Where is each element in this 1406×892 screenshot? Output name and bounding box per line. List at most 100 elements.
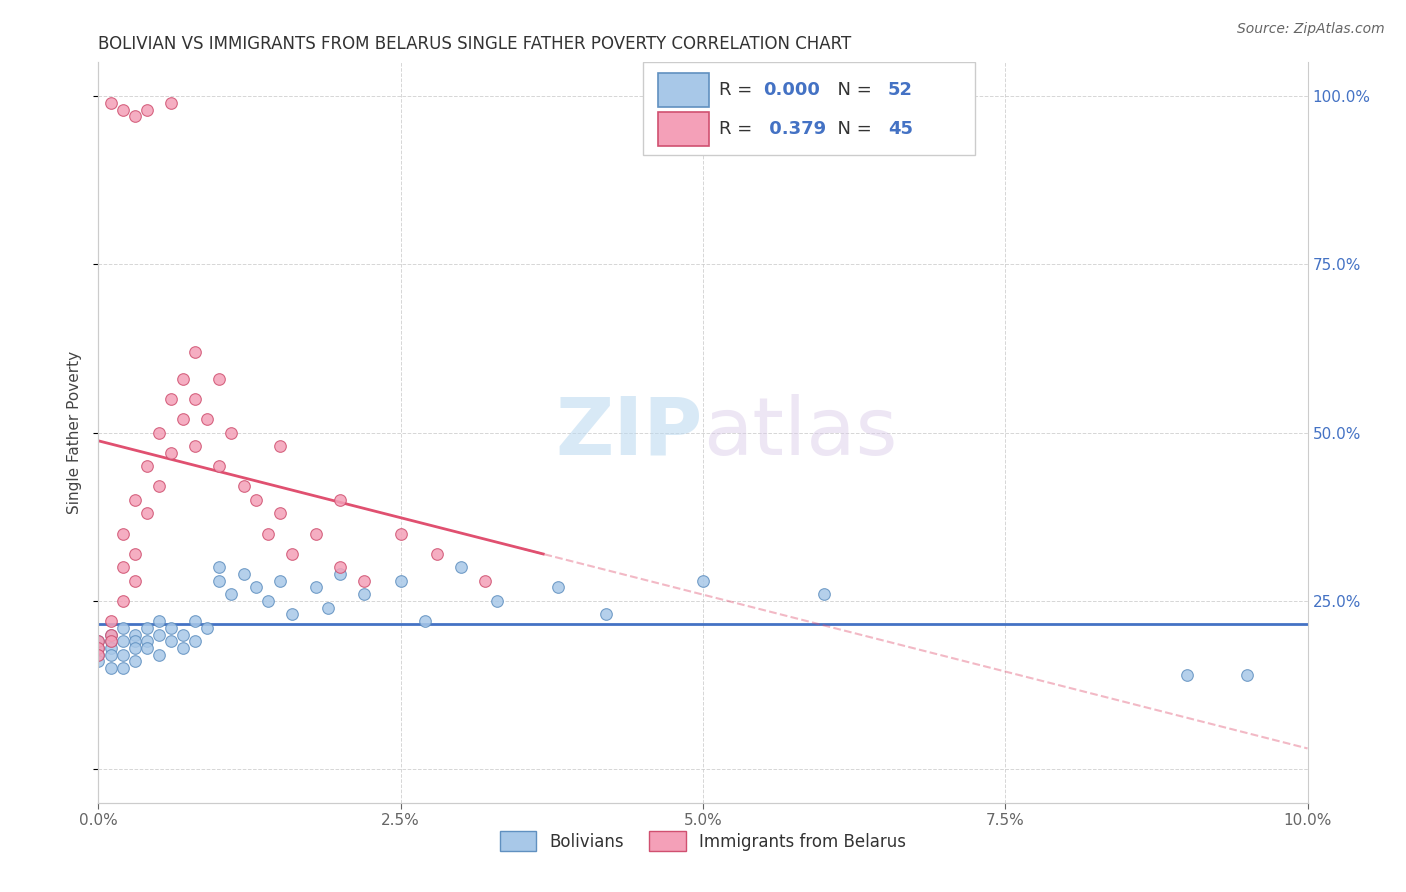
- Point: [486, 594, 509, 608]
- Text: 0.379: 0.379: [763, 120, 827, 138]
- Text: N =: N =: [827, 81, 877, 99]
- Point: [111, 621, 134, 635]
- Point: [208, 459, 231, 474]
- Point: [329, 566, 352, 581]
- Point: [87, 640, 110, 655]
- Point: [208, 560, 231, 574]
- Point: [1236, 668, 1258, 682]
- Point: [100, 614, 122, 628]
- Point: [413, 614, 436, 628]
- Point: [100, 648, 122, 662]
- Point: [426, 547, 449, 561]
- Point: [160, 95, 183, 110]
- Text: atlas: atlas: [703, 393, 897, 472]
- Point: [232, 566, 254, 581]
- Point: [111, 526, 134, 541]
- Point: [100, 627, 122, 641]
- Point: [148, 614, 170, 628]
- Point: [316, 600, 339, 615]
- Point: [135, 640, 157, 655]
- Point: [87, 648, 110, 662]
- Point: [100, 634, 122, 648]
- Point: [474, 574, 496, 588]
- Point: [124, 492, 146, 507]
- Point: [135, 103, 157, 117]
- Point: [111, 634, 134, 648]
- Text: R =: R =: [718, 120, 758, 138]
- Point: [87, 640, 110, 655]
- Point: [100, 627, 122, 641]
- Point: [245, 581, 267, 595]
- Point: [100, 661, 122, 675]
- Text: 0.000: 0.000: [763, 81, 820, 99]
- Point: [184, 634, 207, 648]
- Point: [305, 526, 328, 541]
- Text: 52: 52: [889, 81, 912, 99]
- Point: [208, 372, 231, 386]
- Point: [389, 574, 412, 588]
- Point: [148, 425, 170, 440]
- Point: [184, 439, 207, 453]
- Point: [124, 574, 146, 588]
- Point: [281, 607, 304, 622]
- Point: [547, 581, 569, 595]
- Point: [148, 627, 170, 641]
- Point: [135, 459, 157, 474]
- Point: [135, 634, 157, 648]
- Point: [160, 446, 183, 460]
- Point: [135, 507, 157, 521]
- Point: [100, 640, 122, 655]
- Point: [87, 634, 110, 648]
- Point: [450, 560, 472, 574]
- Point: [111, 560, 134, 574]
- Point: [124, 640, 146, 655]
- Point: [124, 655, 146, 669]
- Point: [172, 372, 194, 386]
- Point: [148, 648, 170, 662]
- Point: [353, 574, 375, 588]
- FancyBboxPatch shape: [643, 62, 976, 155]
- Point: [353, 587, 375, 601]
- Point: [269, 439, 291, 453]
- Point: [111, 648, 134, 662]
- Point: [87, 634, 110, 648]
- Y-axis label: Single Father Poverty: Single Father Poverty: [66, 351, 82, 514]
- Point: [124, 547, 146, 561]
- Point: [208, 574, 231, 588]
- Point: [87, 655, 110, 669]
- Point: [281, 547, 304, 561]
- Text: R =: R =: [718, 81, 758, 99]
- Point: [111, 661, 134, 675]
- FancyBboxPatch shape: [658, 112, 709, 146]
- Point: [1175, 668, 1198, 682]
- Point: [329, 492, 352, 507]
- Point: [813, 587, 835, 601]
- Point: [160, 634, 183, 648]
- Point: [172, 412, 194, 426]
- Point: [148, 479, 170, 493]
- Text: ZIP: ZIP: [555, 393, 703, 472]
- Point: [232, 479, 254, 493]
- Point: [111, 103, 134, 117]
- Point: [160, 392, 183, 406]
- Point: [305, 581, 328, 595]
- Text: Source: ZipAtlas.com: Source: ZipAtlas.com: [1237, 22, 1385, 37]
- Point: [269, 507, 291, 521]
- Point: [221, 425, 243, 440]
- Point: [184, 344, 207, 359]
- Point: [245, 492, 267, 507]
- Point: [256, 594, 278, 608]
- Point: [100, 634, 122, 648]
- Point: [195, 621, 218, 635]
- Point: [389, 526, 412, 541]
- Point: [172, 627, 194, 641]
- Point: [124, 634, 146, 648]
- Point: [100, 95, 122, 110]
- Point: [195, 412, 218, 426]
- Text: 45: 45: [889, 120, 912, 138]
- Point: [111, 594, 134, 608]
- Point: [692, 574, 714, 588]
- Point: [269, 574, 291, 588]
- Point: [135, 621, 157, 635]
- Text: N =: N =: [827, 120, 877, 138]
